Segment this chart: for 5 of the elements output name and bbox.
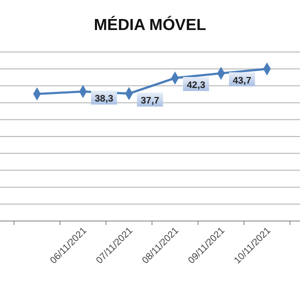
data-label: 43,7 [232, 75, 252, 86]
data-label: 42,3 [186, 80, 206, 92]
chart-title: MÉDIA MÓVEL [94, 15, 206, 34]
data-label: 38,3 [94, 94, 114, 105]
data-label: 37,7 [140, 96, 160, 107]
